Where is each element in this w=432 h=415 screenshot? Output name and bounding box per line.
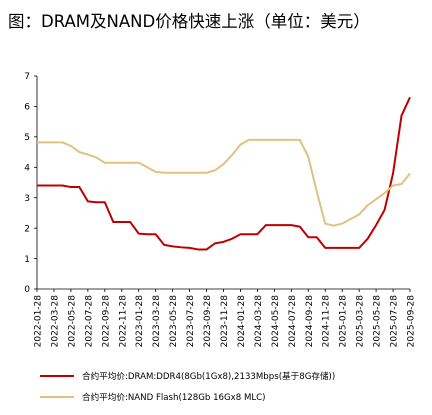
chart-title: 图：DRAM及NAND价格快速上涨（单位：美元）: [8, 12, 370, 31]
x-tick-label: 2022-05-28: [67, 295, 77, 348]
x-tick-label: 2024-11-28: [322, 295, 332, 348]
x-tick-label: 2024-09-28: [305, 295, 315, 348]
legend-label: 合约平均价:DRAM:DDR4(8Gb(1Gx8),2133Mbps(基于8G存…: [82, 370, 335, 382]
series-line-nand: [37, 138, 411, 227]
x-tick-label: 2025-07-28: [390, 295, 400, 348]
y-tick-label: 5: [24, 133, 30, 143]
y-tick-label: 6: [24, 103, 30, 113]
x-tick-label: 2024-01-28: [237, 295, 247, 348]
y-tick-label: 4: [24, 163, 30, 173]
legend: 合约平均价:DRAM:DDR4(8Gb(1Gx8),2133Mbps(基于8G存…: [40, 370, 335, 403]
y-tick-label: 7: [24, 72, 30, 82]
series-lines: [37, 96, 411, 251]
x-tick-label: 2022-09-28: [101, 295, 111, 348]
x-tick-label: 2024-05-28: [271, 295, 281, 348]
x-tick-label: 2024-03-28: [254, 295, 264, 348]
y-tick-label: 2: [24, 224, 30, 234]
x-tick-label: 2022-01-28: [34, 295, 44, 348]
y-tick-label: 0: [24, 285, 30, 295]
series-line-dram: [37, 96, 411, 251]
y-tick-label: 3: [24, 194, 30, 204]
x-tick-label: 2024-07-28: [288, 295, 298, 348]
legend-label: 合约平均价:NAND Flash(128Gb 16Gx8 MLC): [82, 391, 266, 403]
x-axis-ticks: 2022-01-28 2022-03-28 2022-05-28 2022-07-28…: [34, 289, 417, 347]
x-tick-label: 2022-11-28: [118, 295, 128, 348]
x-tick-label: 2023-01-28: [135, 295, 145, 348]
x-tick-label: 2023-09-28: [203, 295, 213, 348]
x-tick-label: 2025-01-28: [339, 295, 349, 348]
x-tick-label: 2023-03-28: [152, 295, 162, 348]
x-tick-label: 2023-11-28: [220, 295, 230, 348]
x-tick-label: 2023-07-28: [186, 295, 196, 348]
x-tick-label: 2022-07-28: [84, 295, 94, 348]
x-tick-label: 2025-05-28: [373, 295, 383, 348]
x-tick-label: 2025-03-28: [356, 295, 366, 348]
y-axis-ticks: 0 1 2 3 4 5 6 7: [24, 72, 37, 295]
x-tick-label: 2023-05-28: [169, 295, 179, 348]
x-tick-label: 2025-09-28: [407, 295, 417, 348]
y-tick-label: 1: [24, 255, 30, 265]
chart-axes: [36, 76, 410, 290]
x-tick-label: 2022-03-28: [50, 295, 60, 348]
